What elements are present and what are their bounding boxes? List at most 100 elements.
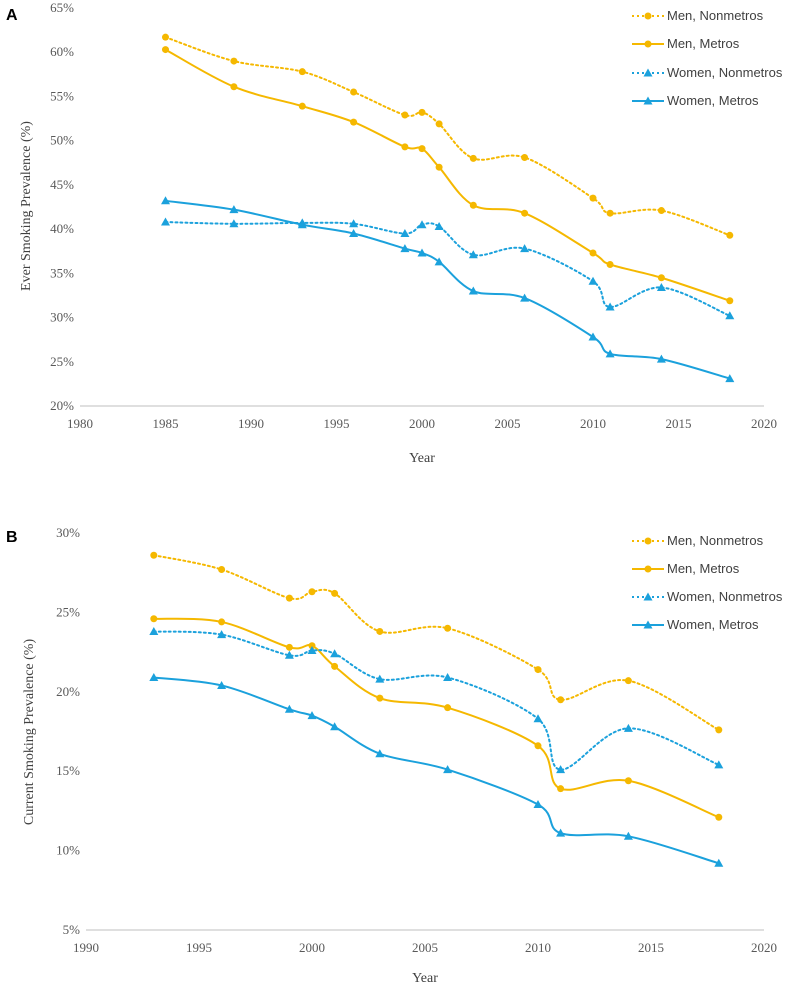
data-point	[556, 765, 566, 774]
legend-label: Women, Nonmetros	[667, 589, 783, 604]
data-point	[217, 630, 227, 639]
legend-marker	[644, 40, 652, 48]
legend-item-men-metros: Men, Metros	[632, 36, 740, 51]
data-point	[434, 221, 444, 230]
data-point	[298, 102, 306, 110]
y-tick-label: 60%	[50, 44, 74, 59]
data-point	[149, 673, 159, 682]
data-point	[349, 219, 359, 228]
x-tick-label: 2020	[751, 416, 777, 431]
data-point	[589, 194, 597, 202]
data-point	[417, 220, 427, 229]
series-men-nonmetros	[162, 33, 734, 239]
series-women-nonmetros	[149, 626, 724, 774]
legend-label: Women, Metros	[667, 93, 759, 108]
x-tick-label: 2015	[666, 416, 692, 431]
data-point	[230, 57, 238, 65]
data-point	[725, 374, 735, 383]
data-point	[401, 143, 409, 151]
x-tick-label: 2000	[299, 940, 325, 955]
data-point	[162, 33, 169, 41]
data-point	[557, 785, 565, 793]
x-tick-labels: 1990 1995 2000 2005 2010 2015 2020	[73, 940, 777, 955]
x-tick-label: 2020	[751, 940, 777, 955]
legend-label: Men, Nonmetros	[667, 533, 764, 548]
data-point	[162, 46, 169, 54]
data-point	[161, 217, 170, 226]
y-tick-label: 55%	[50, 88, 74, 103]
data-point	[376, 627, 384, 635]
data-point	[588, 276, 598, 285]
legend-label: Women, Metros	[667, 617, 759, 632]
data-point	[218, 618, 226, 626]
x-tick-label: 1995	[324, 416, 350, 431]
data-point	[435, 120, 443, 128]
data-point	[150, 551, 158, 559]
data-point	[229, 219, 239, 228]
legend-item-women-nonmetros: Women, Nonmetros	[632, 65, 783, 80]
data-point	[468, 250, 478, 259]
data-point	[557, 696, 565, 704]
data-point	[308, 642, 316, 650]
y-tick-label: 30%	[50, 310, 74, 325]
data-point	[400, 229, 410, 238]
x-tick-label: 2005	[495, 416, 521, 431]
y-tick-labels: 20% 25% 30% 35% 40% 45% 50% 55% 60% 65%	[50, 0, 74, 413]
data-point	[520, 293, 530, 302]
data-point	[534, 666, 542, 674]
data-point	[623, 831, 633, 840]
series-line	[164, 36, 731, 237]
data-point	[375, 674, 385, 683]
data-point	[533, 714, 543, 723]
data-point	[418, 108, 426, 116]
data-point	[715, 726, 723, 734]
data-point	[714, 760, 724, 769]
y-tick-label: 5%	[63, 922, 81, 937]
series-women-metros	[149, 673, 724, 867]
data-point	[217, 680, 227, 689]
y-tick-label: 15%	[56, 763, 80, 778]
legend-item-women-metros: Women, Metros	[632, 617, 759, 632]
y-tick-label: 40%	[50, 221, 74, 236]
panel-b-current-smoking: B Current Smoking Prevalence (%) Year 5%…	[6, 525, 783, 986]
legend: Men, Nonmetros Men, Metros Women, Nonmet…	[632, 8, 783, 108]
data-point	[533, 800, 543, 809]
data-point	[400, 244, 410, 253]
series-line	[164, 48, 731, 302]
data-point	[218, 566, 226, 574]
x-tick-label: 1985	[153, 416, 179, 431]
data-point	[284, 704, 294, 713]
x-tick-label: 1995	[186, 940, 212, 955]
data-point	[349, 229, 359, 238]
data-point	[556, 828, 566, 837]
data-point	[444, 704, 452, 712]
data-point	[605, 302, 615, 311]
legend-item-women-metros: Women, Metros	[632, 93, 759, 108]
data-point	[434, 257, 444, 266]
y-tick-labels: 5% 10% 15% 20% 25% 30%	[56, 525, 80, 937]
y-tick-label: 20%	[56, 684, 80, 699]
y-tick-label: 45%	[50, 177, 74, 192]
legend-marker	[643, 68, 653, 77]
data-point	[417, 248, 427, 257]
data-point	[521, 209, 529, 217]
y-tick-label: 25%	[56, 604, 80, 619]
series-line	[152, 676, 720, 865]
data-point	[443, 673, 453, 682]
legend-marker	[644, 537, 652, 545]
data-point	[468, 286, 478, 295]
data-point	[285, 594, 293, 602]
data-point	[307, 646, 317, 655]
y-tick-label: 10%	[56, 843, 80, 858]
data-point	[589, 249, 597, 257]
data-point	[715, 813, 723, 821]
data-point	[376, 694, 384, 702]
series-women-nonmetros	[161, 217, 735, 320]
data-point	[285, 643, 293, 651]
y-tick-label: 25%	[50, 354, 74, 369]
data-point	[726, 231, 734, 239]
data-point	[624, 777, 632, 785]
x-tick-label: 2005	[412, 940, 438, 955]
x-tick-label: 1980	[67, 416, 93, 431]
